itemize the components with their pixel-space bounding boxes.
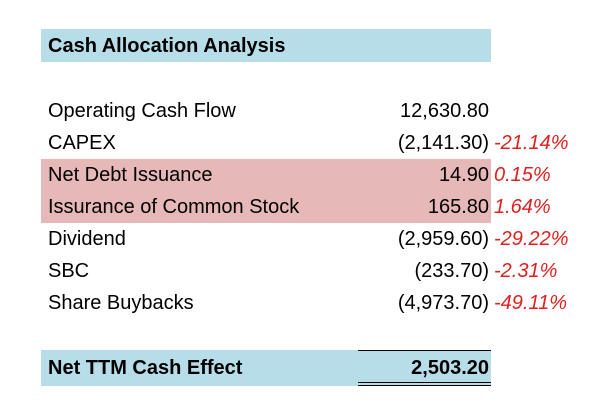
row-highlight bbox=[41, 159, 491, 191]
total-value: 2,503.20 bbox=[411, 357, 489, 379]
table-row-capex: CAPEX (2,141.30) -21.14% bbox=[0, 127, 597, 159]
row-percent: -21.14% bbox=[494, 132, 569, 154]
row-percent: 0.15% bbox=[494, 164, 551, 186]
row-label: Dividend bbox=[48, 228, 126, 250]
table-row-dividend: Dividend (2,959.60) -29.22% bbox=[0, 223, 597, 255]
row-value: 165.80 bbox=[427, 196, 489, 218]
total-double-underline bbox=[358, 382, 491, 386]
row-label: CAPEX bbox=[48, 132, 116, 154]
table-row-net-debt-issuance: Net Debt Issuance 14.90 0.15% bbox=[0, 159, 597, 191]
row-value: (4,973.70) bbox=[397, 292, 489, 314]
row-highlight bbox=[41, 191, 491, 223]
row-value: (2,141.30) bbox=[397, 132, 489, 154]
row-label: SBC bbox=[48, 260, 90, 282]
row-percent: -29.22% bbox=[494, 228, 569, 250]
row-value: (233.70) bbox=[414, 260, 490, 282]
total-top-border bbox=[358, 350, 491, 351]
row-label: Net Debt Issuance bbox=[48, 164, 213, 186]
sheet-title: Cash Allocation Analysis bbox=[48, 35, 286, 57]
row-percent: 1.64% bbox=[494, 196, 551, 218]
row-label: Operating Cash Flow bbox=[48, 100, 236, 122]
row-value: 14.90 bbox=[438, 164, 489, 186]
row-value: 12,630.80 bbox=[400, 100, 489, 122]
row-value: (2,959.60) bbox=[397, 228, 489, 250]
row-percent: -49.11% bbox=[494, 292, 568, 314]
total-label: Net TTM Cash Effect bbox=[48, 357, 243, 379]
table-row-sbc: SBC (233.70) -2.31% bbox=[0, 255, 597, 287]
title-bar bbox=[41, 29, 491, 62]
table-row-common-stock: Issurance of Common Stock 165.80 1.64% bbox=[0, 191, 597, 223]
row-percent: -2.31% bbox=[494, 260, 558, 282]
row-label: Share Buybacks bbox=[48, 292, 194, 314]
table-row-share-buybacks: Share Buybacks (4,973.70) -49.11% bbox=[0, 287, 597, 319]
table-row-operating-cash-flow: Operating Cash Flow 12,630.80 bbox=[0, 95, 597, 127]
row-label: Issurance of Common Stock bbox=[48, 196, 300, 218]
total-row-fill bbox=[41, 350, 491, 386]
